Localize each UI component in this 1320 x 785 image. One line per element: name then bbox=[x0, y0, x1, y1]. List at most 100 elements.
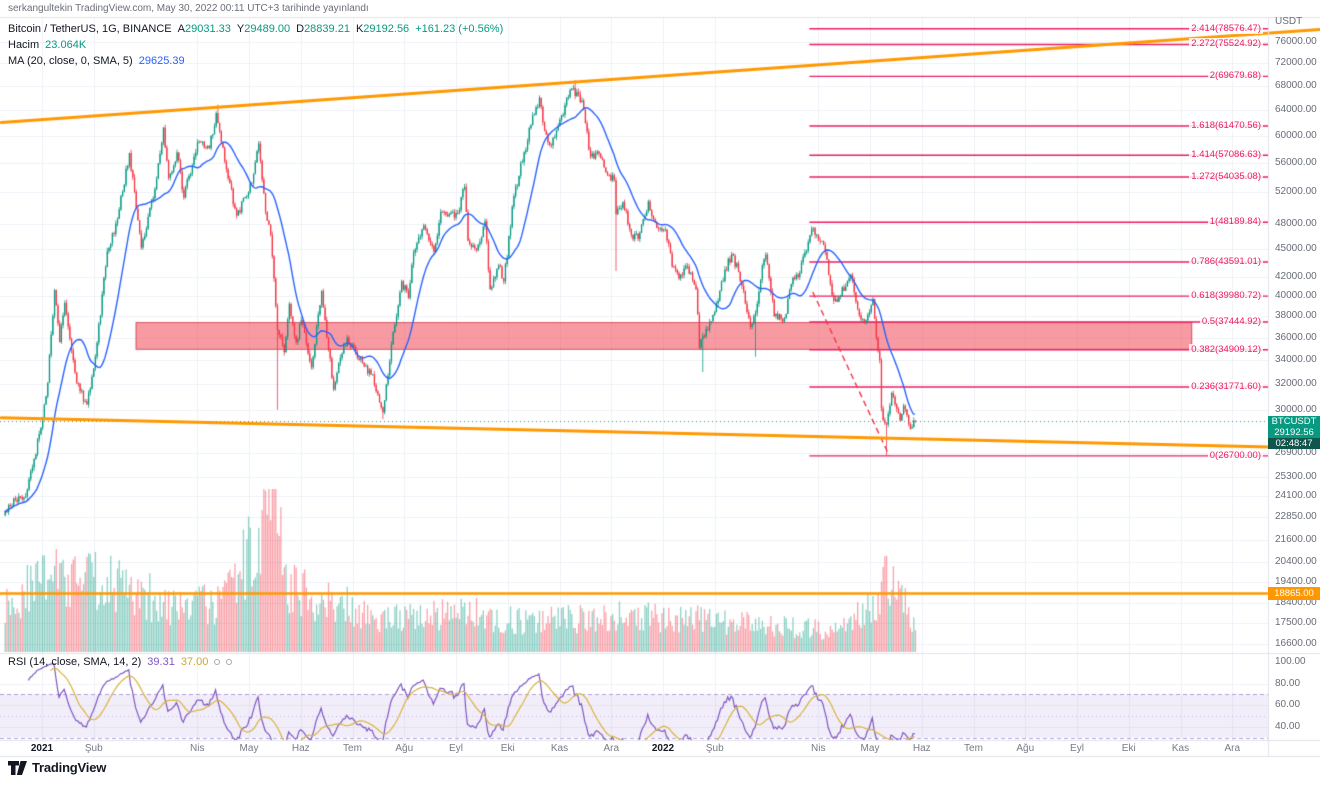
time-axis-label: Şub bbox=[84, 743, 103, 754]
time-axis-label: Nis bbox=[190, 743, 205, 754]
price-scale-label: 45000.00 bbox=[1275, 243, 1317, 255]
time-axis-label: Nis bbox=[811, 743, 826, 754]
time-axis-label: Kas bbox=[550, 743, 569, 754]
time-axis-label: 2021 bbox=[30, 743, 54, 754]
badge-countdown: 02:48:47 bbox=[1268, 437, 1320, 449]
price-scale-label: 26900.00 bbox=[1275, 446, 1317, 458]
time-axis-label: Eki bbox=[1121, 743, 1136, 754]
price-scale-unit: USDT bbox=[1275, 16, 1303, 27]
price-scale-label: 42000.00 bbox=[1275, 270, 1317, 282]
time-axis-label: Kas bbox=[1171, 743, 1190, 754]
price-scale-label: 56000.00 bbox=[1275, 156, 1317, 168]
price-scale-label: 21600.00 bbox=[1275, 533, 1317, 545]
low-label: D bbox=[296, 23, 305, 35]
ma-value: 29625.39 bbox=[138, 55, 185, 67]
close-value: 29192.56 bbox=[363, 23, 410, 35]
fib-level-label: 0.236(31771.60) bbox=[1189, 381, 1263, 393]
high-value: 29489.00 bbox=[244, 23, 291, 35]
badge-price: 29192.56 bbox=[1268, 426, 1320, 438]
fib-level-label: 0.382(34909.12) bbox=[1189, 343, 1263, 355]
price-scale-label: 24100.00 bbox=[1275, 490, 1317, 502]
price-scale-label: 34000.00 bbox=[1275, 354, 1317, 366]
price-scale-label: 52000.00 bbox=[1275, 186, 1317, 198]
rsi-scale-label: 60.00 bbox=[1275, 699, 1301, 711]
fib-level-label: 2.414(78576.47) bbox=[1189, 22, 1263, 34]
time-axis-label: Şub bbox=[705, 743, 724, 754]
time-axis-label: Ağu bbox=[1016, 743, 1035, 754]
badge-symbol: BTCUSDT bbox=[1268, 415, 1320, 427]
rsi-legend-row[interactable]: RSI (14, close, SMA, 14, 2) 39.31 37.00 bbox=[8, 656, 233, 668]
price-scale-label: 68000.00 bbox=[1275, 80, 1317, 91]
rsi-ma-value: 37.00 bbox=[180, 656, 209, 668]
price-scale-label: 38000.00 bbox=[1275, 310, 1317, 322]
low-value: 28839.21 bbox=[304, 23, 350, 35]
last-price-badge: BTCUSDT 29192.56 02:48:47 bbox=[1268, 415, 1320, 449]
time-axis-label: Ağu bbox=[395, 743, 414, 754]
price-scale-label: 60000.00 bbox=[1275, 129, 1317, 141]
fib-level-label: 0(26700.00) bbox=[1207, 449, 1263, 461]
fib-level-label: 2(69679.68) bbox=[1207, 70, 1263, 82]
fib-level-label: 1(48189.84) bbox=[1207, 216, 1263, 228]
price-scale-label: 36000.00 bbox=[1275, 331, 1317, 343]
price-scale-label: 48000.00 bbox=[1275, 217, 1317, 229]
footer-bar: TradingView bbox=[8, 760, 106, 775]
price-scale-label: 16600.00 bbox=[1275, 637, 1317, 649]
fib-level-label: 2.272(75524.92) bbox=[1189, 38, 1263, 50]
time-axis-label: Tem bbox=[964, 743, 983, 754]
fib-level-label: 0.786(43591.01) bbox=[1189, 255, 1263, 267]
price-scale[interactable]: USDT 76000.00 72000.00 68000.00 64000.00 600… bbox=[1268, 0, 1320, 756]
fib-level-label: 0.618(39980.72) bbox=[1189, 290, 1263, 302]
price-scale-label: 76000.00 bbox=[1275, 36, 1317, 47]
time-axis-label: 2022 bbox=[651, 743, 675, 754]
open-value: 29031.33 bbox=[184, 23, 231, 35]
fib-level-label: 0.5(37444.92) bbox=[1199, 316, 1263, 328]
time-axis-label: Eki bbox=[500, 743, 515, 754]
price-scale-label: 32000.00 bbox=[1275, 378, 1317, 390]
rsi-band-dot bbox=[226, 659, 233, 666]
close-label: K bbox=[355, 23, 364, 35]
rsi-scale-label: 100.00 bbox=[1275, 656, 1306, 667]
price-scale-label: 22850.00 bbox=[1275, 511, 1317, 523]
price-scale-label: 25300.00 bbox=[1275, 471, 1317, 483]
time-axis-label: Ara bbox=[603, 743, 620, 754]
volume-value: 23.064K bbox=[45, 39, 87, 51]
chart-legend: Bitcoin / TetherUS, 1G, BINANCE A29031.33… bbox=[8, 21, 503, 69]
time-axis-label: Ara bbox=[1224, 743, 1241, 754]
horizontal-line-price-label: 18865.00 bbox=[1268, 586, 1320, 600]
rsi-scale-label: 40.00 bbox=[1275, 720, 1301, 732]
ma-legend-row[interactable]: MA (20, close, 0, SMA, 5) 29625.39 bbox=[8, 53, 503, 69]
open-label: A bbox=[177, 23, 185, 35]
rsi-value: 39.31 bbox=[147, 656, 175, 668]
time-axis[interactable]: 2021 Şub Nis May Haz Tem Ağu Eyl Eki Kas Ara 2022 Şu… bbox=[0, 740, 1320, 756]
tradingview-logo-text[interactable]: TradingView bbox=[32, 760, 107, 775]
time-axis-label: Eyl bbox=[449, 743, 463, 754]
price-scale-label: 30000.00 bbox=[1275, 403, 1317, 415]
time-axis-label: May bbox=[860, 743, 880, 754]
time-axis-label: Tem bbox=[343, 743, 362, 754]
symbol-title: Bitcoin / TetherUS, 1G, BINANCE bbox=[8, 23, 172, 35]
time-axis-label: Haz bbox=[912, 743, 931, 754]
ma-label: MA (20, close, 0, SMA, 5) bbox=[8, 55, 133, 67]
price-scale-label: 18400.00 bbox=[1275, 597, 1317, 609]
price-scale-label: 72000.00 bbox=[1275, 57, 1317, 69]
volume-legend-row[interactable]: Hacim 23.064K bbox=[8, 37, 503, 53]
change-value: +161.23 (+0.56%) bbox=[415, 23, 504, 35]
time-axis-label: Haz bbox=[291, 743, 310, 754]
high-label: Y bbox=[236, 23, 245, 35]
rsi-band-dot bbox=[214, 659, 221, 666]
tradingview-logo-icon[interactable] bbox=[8, 760, 27, 775]
fib-level-label: 1.618(61470.56) bbox=[1189, 119, 1263, 131]
rsi-scale-label: 80.00 bbox=[1275, 677, 1301, 689]
time-axis-label: Eyl bbox=[1070, 743, 1084, 754]
price-scale-label: 20400.00 bbox=[1275, 556, 1317, 568]
rsi-label: RSI (14, close, SMA, 14, 2) bbox=[8, 656, 142, 668]
fib-level-label: 1.414(57086.63) bbox=[1189, 149, 1263, 161]
time-axis-label: May bbox=[239, 743, 259, 754]
price-scale-label: 40000.00 bbox=[1275, 289, 1317, 301]
price-scale-label: 19400.00 bbox=[1275, 576, 1317, 588]
fib-level-label: 1.272(54035.08) bbox=[1189, 170, 1263, 182]
volume-label: Hacim bbox=[8, 39, 40, 51]
symbol-legend-row[interactable]: Bitcoin / TetherUS, 1G, BINANCE A29031.33… bbox=[8, 21, 503, 37]
